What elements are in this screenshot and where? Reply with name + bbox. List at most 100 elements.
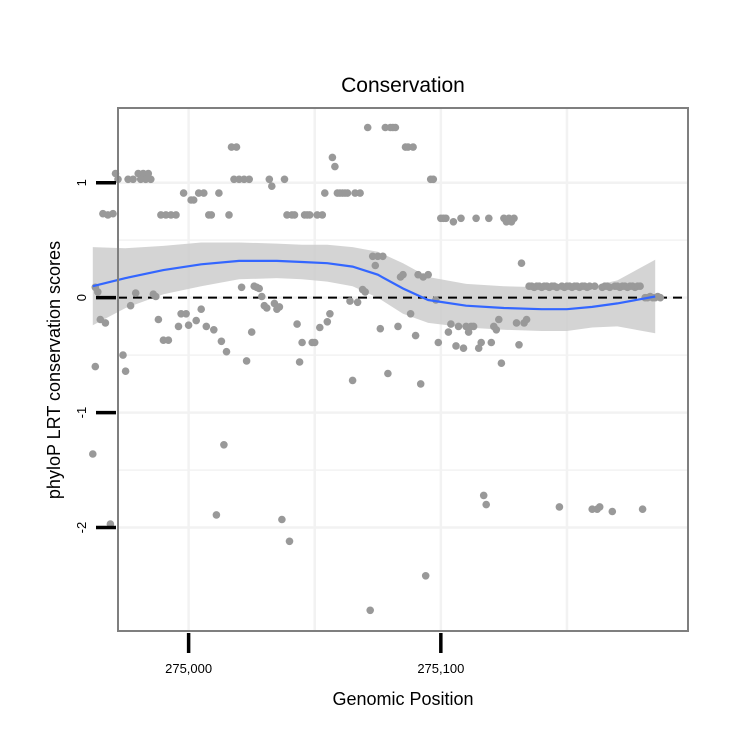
data-point [421,572,430,580]
data-point [200,189,208,197]
data-point [411,331,420,340]
data-point [416,380,425,388]
data-point [323,318,332,326]
data-point [515,341,523,349]
confidence-band [92,242,656,334]
data-point [328,153,337,162]
data-point [172,211,180,219]
data-point [144,169,153,178]
data-point [522,315,531,324]
data-point [232,143,241,151]
data-point [510,214,518,223]
data-point [472,214,480,223]
data-point [409,143,417,151]
data-point [152,292,160,301]
data-point [164,336,173,345]
y-tick-label: -2 [74,522,89,534]
data-point [263,304,271,312]
data-point [608,507,617,516]
data-point [363,123,372,132]
data-point [298,338,306,347]
data-point [258,292,266,301]
data-point [265,175,274,184]
data-point [497,359,506,368]
data-point [121,367,130,376]
data-point [182,310,190,318]
data-point [590,282,599,291]
data-point [295,358,304,366]
data-point [636,282,644,291]
data-point [452,342,460,350]
y-axis: -2 -1 0 1 [74,179,116,533]
data-point [321,189,329,197]
data-point [477,338,486,347]
data-point [447,320,455,328]
data-point [406,310,415,318]
data-point [174,322,183,331]
data-point [275,303,284,311]
data-point [656,293,665,302]
data-point [131,289,140,297]
data-point [555,503,564,511]
data-point [434,338,443,347]
y-axis-title: phyloP LRT conservation scores [44,241,64,499]
data-point [331,162,339,171]
data-point [197,305,205,314]
data-point [366,606,375,615]
data-point [391,123,400,132]
smooth-curve [92,259,656,311]
data-point [353,298,362,307]
data-point [278,515,286,524]
gridlines [118,108,688,631]
data-point [326,310,334,318]
panel-background [118,108,688,631]
data-point [192,316,200,325]
data-point [479,491,488,500]
data-point [485,214,493,223]
plot-panel [89,107,689,632]
data-point [280,175,289,184]
y-tick-label: 0 [74,294,89,301]
data-point [109,209,117,218]
data-point [495,315,503,324]
data-point [247,328,256,336]
data-point [179,189,188,197]
data-point [376,324,385,333]
data-point [361,288,370,296]
data-point [101,319,110,327]
data-point [222,347,231,356]
data-point [384,369,392,378]
data-point [442,214,450,223]
data-point [474,344,483,353]
data-point [245,175,253,184]
x-axis: 275,000 275,100 [165,633,464,676]
data-point [356,189,364,197]
data-point [94,288,102,296]
data-point [184,321,193,330]
data-point [237,283,246,292]
data-point [215,189,223,197]
data-point [429,175,438,184]
data-point [343,189,352,197]
data-point [348,376,357,385]
data-point [444,328,453,336]
data-point [207,211,216,219]
data-point [482,500,491,509]
data-point [318,211,327,219]
data-point [346,297,354,305]
x-tick-label: 275,000 [165,661,212,676]
data-point [512,319,521,327]
data-point [210,326,218,334]
data-point [454,322,463,331]
data-point [487,338,496,347]
data-point [285,537,294,546]
data-point [517,259,526,268]
data-point [255,284,263,293]
x-tick-label: 275,100 [417,661,464,676]
y-tick-label: 1 [74,179,89,186]
data-point [119,351,127,359]
data-point [394,322,402,331]
data-point [399,270,407,279]
data-point [371,261,380,270]
